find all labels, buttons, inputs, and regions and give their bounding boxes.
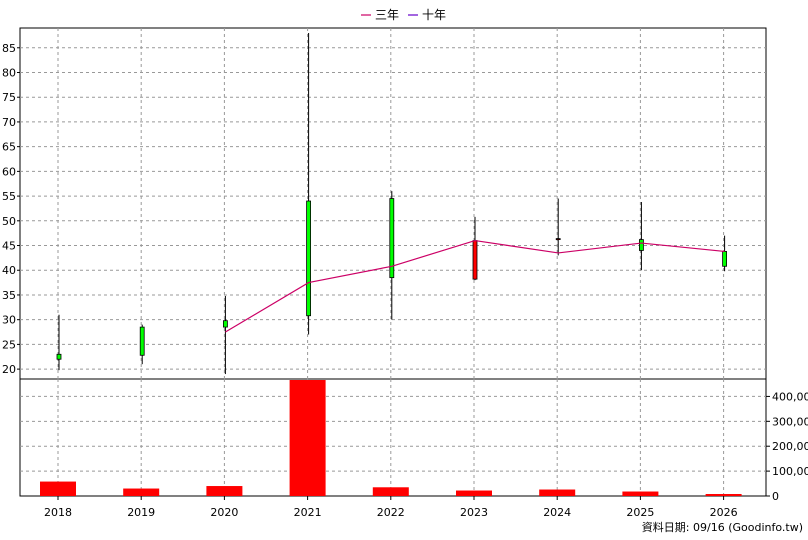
price-y-axis: 20 25 30 35 40 45 50 55 60 65 70 75 80 85: [2, 42, 20, 376]
volume-bar: [456, 490, 492, 496]
price-y-tick-label: 30: [2, 314, 16, 327]
price-y-tick-label: 45: [2, 240, 16, 253]
price-y-tick-label: 25: [2, 338, 16, 351]
candle-body: [472, 240, 478, 280]
average-lines: [225, 239, 725, 333]
volume-y-axis: 0 100,000 200,000 300,000 400,000: [766, 390, 808, 503]
x-tick-label: 2022: [377, 506, 405, 519]
volume-y-tick-label: 400,000: [772, 390, 808, 403]
volume-bar: [372, 487, 409, 496]
candle-body: [222, 320, 228, 328]
volume-bar: [123, 488, 160, 496]
footer-text: 資料日期: 09/16 (Goodinfo.tw): [642, 520, 803, 534]
price-y-tick-label: 20: [2, 363, 16, 376]
legend-label-ten-year: 十年: [422, 8, 446, 22]
candle-body: [389, 198, 395, 279]
price-y-tick-label: 35: [2, 289, 16, 302]
volume-bar: [539, 489, 576, 496]
volume-bar: [40, 481, 76, 496]
candlesticks: [56, 32, 727, 375]
candle-body: [639, 239, 644, 251]
volume-plot-frame: [19, 378, 767, 497]
price-y-tick-label: 40: [2, 264, 16, 277]
legend-label-three-year: 三年: [375, 8, 399, 22]
price-y-tick-label: 55: [2, 190, 16, 203]
volume-grid: [20, 379, 766, 496]
price-y-tick-label: 80: [2, 66, 16, 79]
price-y-tick-label: 85: [2, 42, 16, 55]
x-tick-label: 2025: [626, 506, 654, 519]
price-y-tick-label: 50: [2, 215, 16, 228]
legend: 三年 十年: [361, 8, 446, 22]
candle-body: [555, 238, 561, 241]
candle-body: [722, 251, 727, 267]
volume-y-tick-label: 0: [772, 490, 779, 503]
x-tick-label: 2020: [210, 506, 238, 519]
volume-bar: [622, 491, 659, 496]
volume-y-tick-label: 100,000: [772, 465, 808, 478]
price-y-tick-label: 65: [2, 141, 16, 154]
price-y-tick-label: 70: [2, 116, 16, 129]
x-tick-label: 2021: [294, 506, 322, 519]
average-line: [225, 239, 725, 333]
volume-bars: [40, 380, 742, 496]
candle-body: [56, 353, 62, 360]
x-axis: 2018 2019 2020 2021 2022 2023 2024 2025 2026: [44, 496, 738, 519]
volume-bar: [289, 380, 326, 496]
price-y-tick-label: 75: [2, 91, 16, 104]
volume-y-tick-label: 200,000: [772, 440, 808, 453]
candle-body: [139, 326, 145, 356]
x-tick-label: 2026: [710, 506, 738, 519]
x-tick-label: 2019: [127, 506, 155, 519]
volume-bar: [705, 494, 742, 496]
volume-bar: [206, 486, 243, 496]
x-tick-label: 2023: [460, 506, 488, 519]
price-y-tick-label: 60: [2, 165, 16, 178]
candle-body: [306, 200, 312, 317]
volume-y-tick-label: 300,000: [772, 415, 808, 428]
x-tick-label: 2018: [44, 506, 72, 519]
x-tick-label: 2024: [543, 506, 571, 519]
